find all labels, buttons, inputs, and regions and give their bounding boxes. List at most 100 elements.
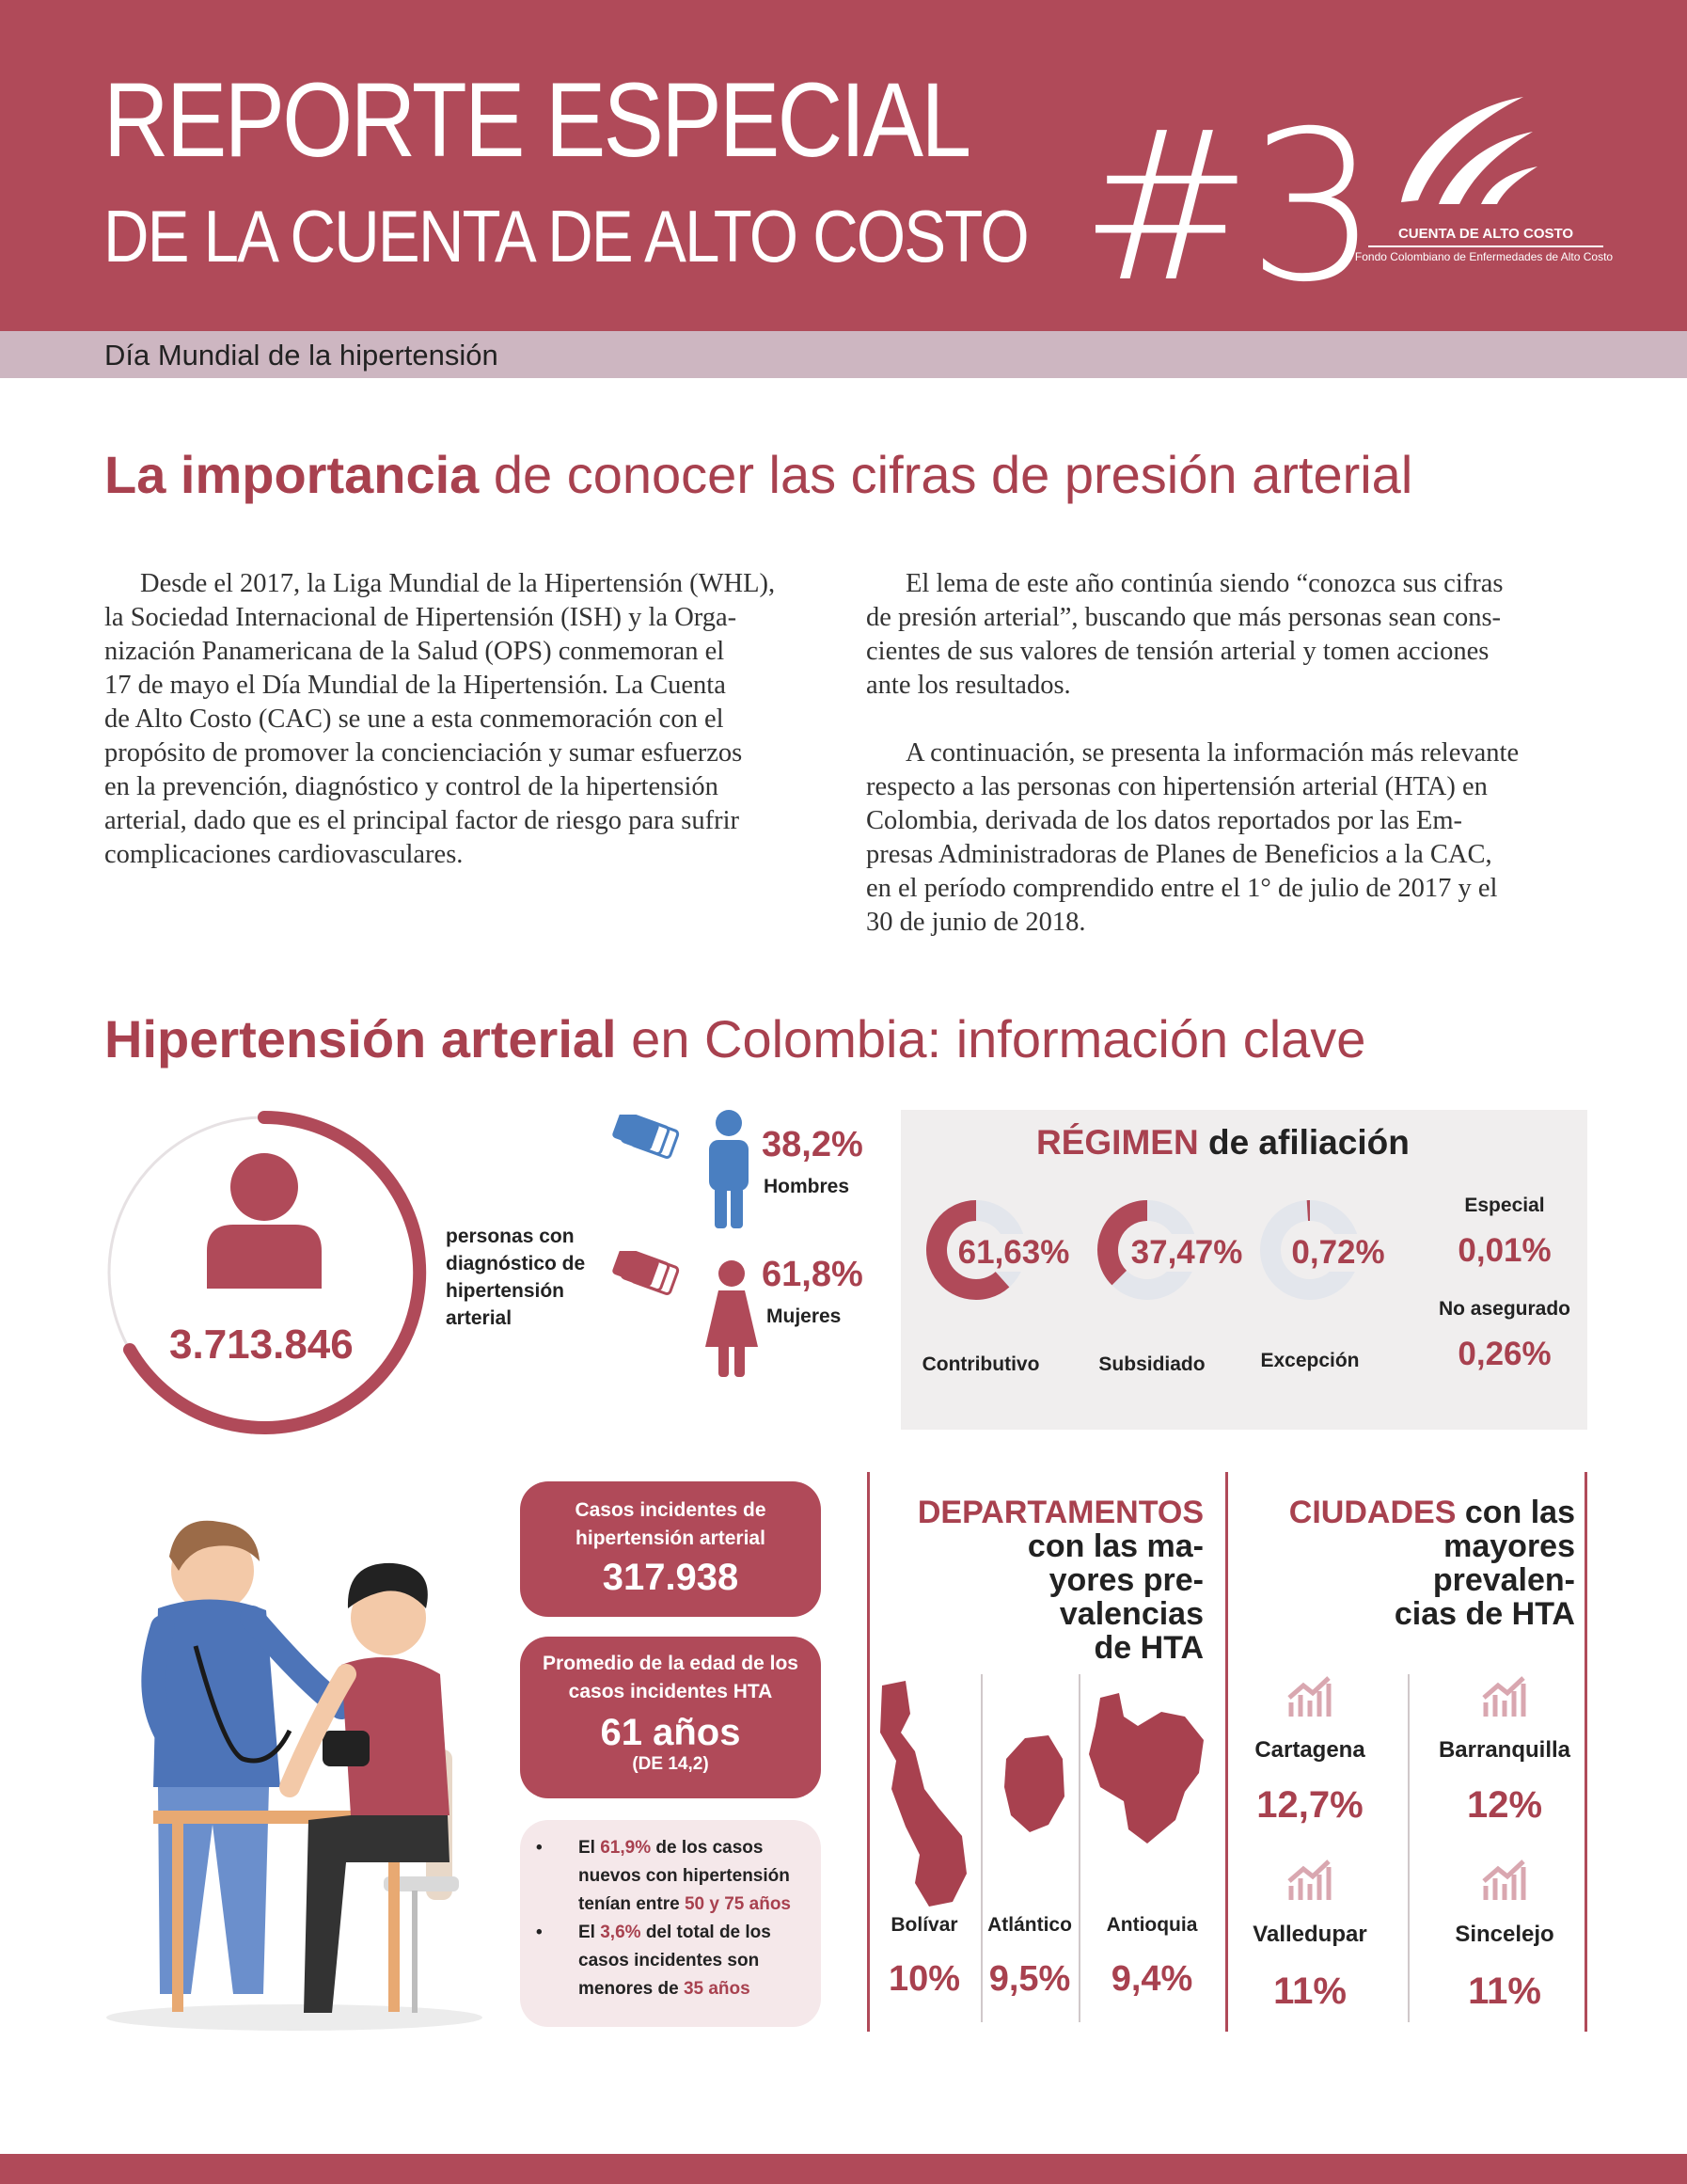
no-asegurado-label: No asegurado [1438, 1298, 1571, 1320]
affiliation-title: RÉGIMEN de afiliación [1036, 1123, 1410, 1163]
intro-column-1: Desde el 2017, la Liga Mundial de la Hip… [104, 567, 822, 872]
text-line: cientes de sus valores de tensión arteri… [866, 637, 1490, 666]
trend-up-icon [1482, 1676, 1526, 1717]
logo-subtitle: Fondo Colombiano de Enfermedades de Alto… [1354, 250, 1614, 263]
bullet-dot: • [536, 1923, 543, 1942]
women-pct: 61,8% [762, 1255, 863, 1294]
bullet-2: El 3,6% del total de los casos incidente… [578, 1923, 771, 1999]
dept-value: 9,4% [1111, 1959, 1193, 1999]
incident-cases-card: Casos incidentes de hipertensión arteria… [520, 1481, 821, 1617]
mean-age-card: Promedio de la edad de los casos inciden… [520, 1637, 821, 1798]
footer-band [0, 2154, 1687, 2184]
text-line: nización Panamericana de la Salud (OPS) … [104, 637, 725, 666]
city-value: 11% [1468, 1970, 1541, 2012]
intro-column-2: El lema de este año continúa siendo “con… [866, 567, 1585, 940]
donut-caption: Contributivo [922, 1353, 1040, 1375]
text-line: arterial, dado que es el principal facto… [104, 806, 739, 835]
text-line: ante los resultados. [866, 671, 1071, 700]
affiliation-title-rest: de afiliación [1207, 1123, 1410, 1162]
man-icon [709, 1110, 749, 1228]
incident-cases-label-2: hipertensión arterial [575, 1527, 765, 1549]
especial-label: Especial [1464, 1195, 1545, 1216]
text-line: 17 de mayo el Día Mundial de la Hiperten… [104, 671, 726, 700]
mean-age-label-2: casos incidentes HTA [568, 1681, 773, 1702]
city-value: 12,7% [1256, 1784, 1364, 1826]
section1-heading-bold: La importancia [104, 445, 480, 504]
city-name: Barranquilla [1438, 1737, 1571, 1763]
dept-value: 10% [888, 1959, 961, 1999]
total-people-value: 3.713.846 [169, 1321, 354, 1368]
women-label: Mujeres [766, 1306, 842, 1327]
section2-heading-bold: Hipertensión arterial [104, 1009, 617, 1068]
text-line: Colombia, derivada de los datos reportad… [866, 806, 1462, 835]
dept-name: Atlántico [987, 1914, 1072, 1936]
cities-title: CIUDADES con las mayores prevalen- cias … [1288, 1495, 1575, 1632]
text-line: respecto a las personas con hipertensión… [866, 772, 1488, 801]
donut-caption: Excepción [1260, 1350, 1360, 1371]
logo-name: CUENTA DE ALTO COSTO [1368, 226, 1603, 247]
section1-heading-rest: de conocer las cifras de presión arteria… [493, 445, 1413, 504]
subtitle-text: Día Mundial de la hipertensión [104, 339, 498, 372]
text-line: en el período comprendido entre el 1° de… [866, 874, 1498, 903]
mean-age-sd: (DE 14,2) [632, 1754, 709, 1774]
divider [867, 1472, 870, 2032]
city-name: Cartagena [1254, 1737, 1365, 1763]
text-line: A continuación, se presenta la informaci… [906, 738, 1520, 768]
city-name: Sincelejo [1455, 1922, 1554, 1947]
mean-age-value: 61 años [600, 1712, 741, 1753]
total-ring-icon [107, 1111, 427, 1434]
especial-value: 0,01% [1458, 1232, 1552, 1269]
text-line: en la prevención, diagnóstico y control … [104, 772, 718, 801]
text-line: propósito de promover la concienciación … [104, 738, 743, 768]
label-line: personas con [446, 1226, 575, 1247]
antioquia-map-icon [1089, 1693, 1204, 1844]
men-label: Hombres [764, 1176, 850, 1197]
dept-name: Antioquia [1106, 1914, 1198, 1936]
cac-logo-icon [1401, 97, 1537, 204]
trend-up-icon [1287, 1860, 1332, 1900]
divider [1585, 1472, 1587, 2032]
donut-value: 61,63% [957, 1234, 1070, 1272]
women-cards-icon [612, 1251, 680, 1295]
label-line: diagnóstico de [446, 1253, 586, 1274]
trend-up-icon [1287, 1676, 1332, 1717]
doctor-patient-illustration-icon [106, 1520, 482, 2031]
total-people-label: personas con diagnóstico de hipertensión… [446, 1223, 585, 1332]
divider [981, 1674, 983, 2022]
label-line: arterial [446, 1307, 512, 1329]
text-line: la Sociedad Internacional de Hipertensió… [104, 603, 737, 632]
trend-up-icon [1482, 1860, 1526, 1900]
section2-heading-rest: en Colombia: información clave [631, 1009, 1366, 1068]
subtitle-bar [0, 331, 1687, 378]
donut-value: 0,72% [1291, 1234, 1385, 1272]
donut-caption: Subsidiado [1098, 1353, 1206, 1375]
dept-value: 9,5% [988, 1959, 1071, 1999]
issue-number: #3 [1080, 87, 1379, 327]
divider [1225, 1472, 1228, 2032]
men-pct: 38,2% [762, 1125, 863, 1164]
woman-icon [705, 1260, 758, 1377]
donut-value: 37,47% [1130, 1234, 1243, 1272]
text-line: El lema de este año continúa siendo “con… [906, 569, 1504, 598]
label-line: hipertensión [446, 1280, 565, 1302]
section2-heading: Hipertensión arterial en Colombia: infor… [104, 1008, 1365, 1069]
donut-slice [1097, 1200, 1148, 1286]
bullets-card [520, 1820, 821, 2027]
mean-age-label-1: Promedio de la edad de los [543, 1653, 798, 1674]
text-line: de Alto Costo (CAC) se une a esta conmem… [104, 704, 724, 734]
atlantico-map-icon [1004, 1735, 1064, 1832]
text-line: 30 de junio de 2018. [866, 908, 1086, 937]
report-title: REPORTE ESPECIAL [103, 61, 971, 179]
men-cards-icon [612, 1115, 680, 1159]
report-subtitle: DE LA CUENTA DE ALTO COSTO [103, 195, 1030, 277]
header-band [0, 0, 1687, 331]
incident-cases-value: 317.938 [602, 1557, 739, 1598]
city-value: 11% [1273, 1970, 1347, 2012]
text-line: Desde el 2017, la Liga Mundial de la Hip… [140, 569, 776, 598]
city-value: 12% [1466, 1784, 1543, 1826]
city-name: Valledupar [1253, 1922, 1367, 1947]
bullet-1: El 61,9% de los casos nuevos con hiperte… [578, 1838, 792, 1914]
bolivar-map-icon [880, 1681, 967, 1907]
text-line: de presión arterial”, buscando que más p… [866, 603, 1502, 632]
donut-slice [926, 1200, 1010, 1300]
